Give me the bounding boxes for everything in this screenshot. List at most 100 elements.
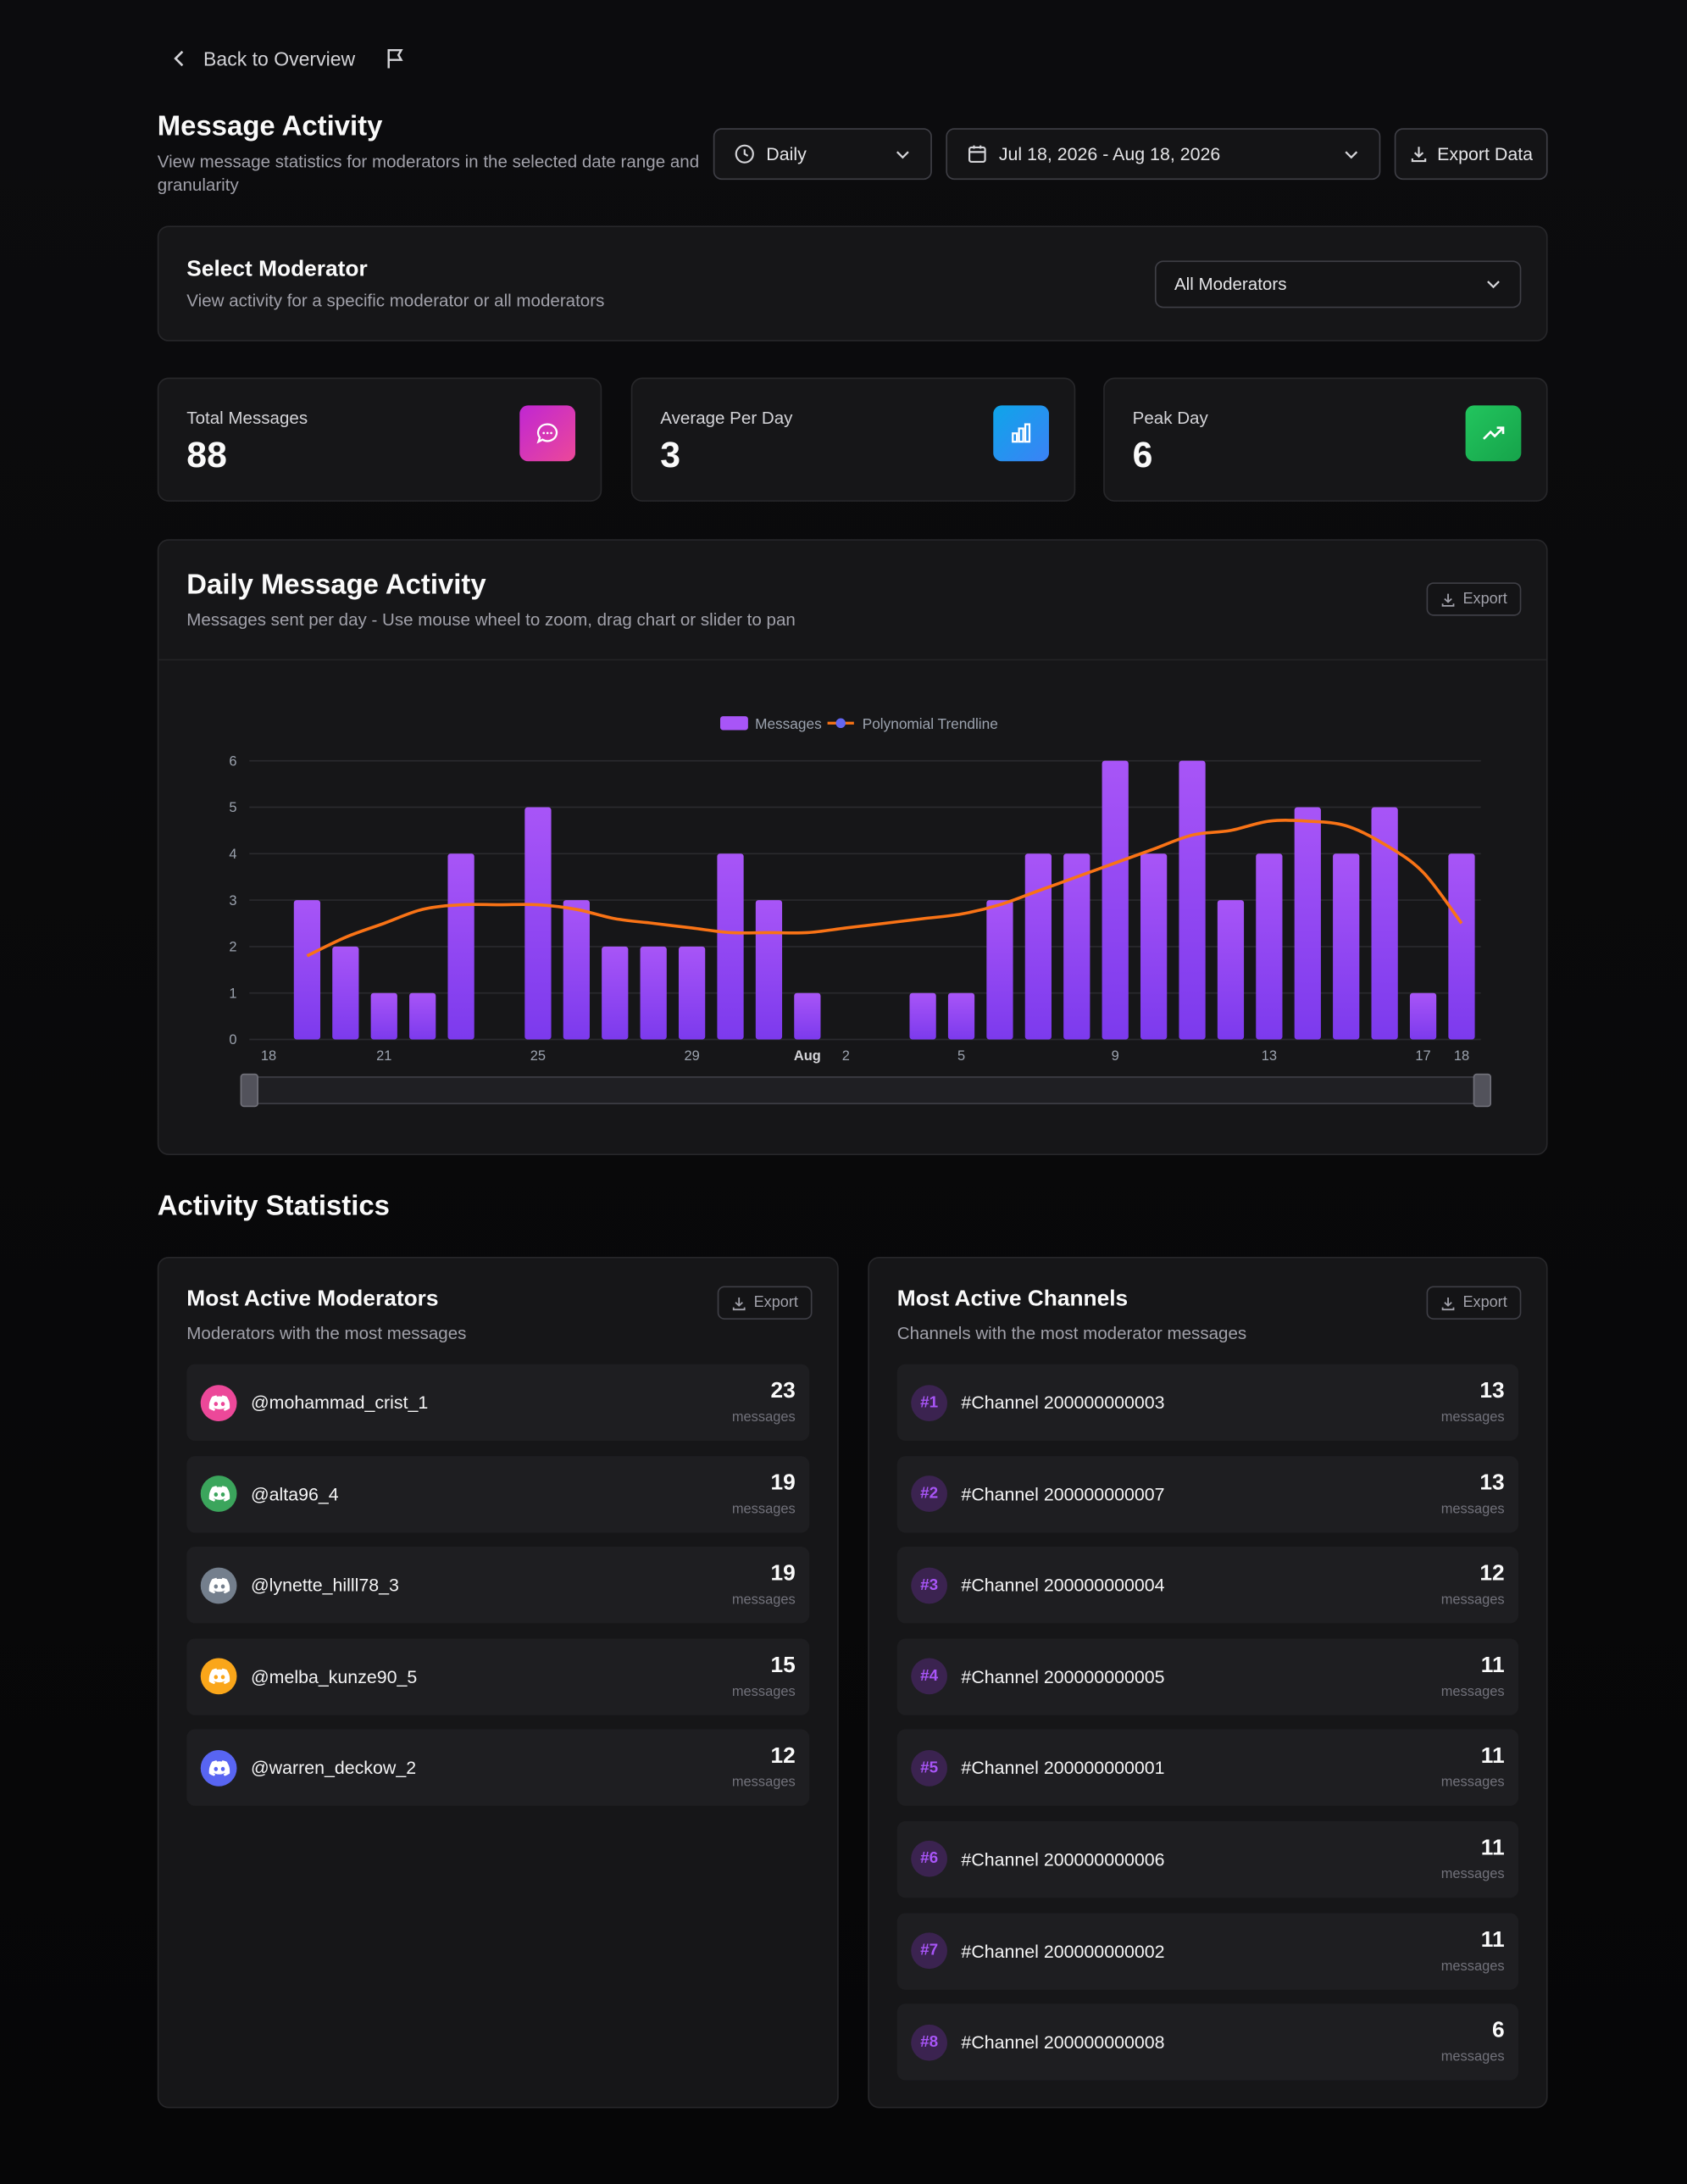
stat-card: Average Per Day 3 [630, 377, 1076, 502]
avatar [200, 1567, 237, 1603]
rank-badge: #2 [911, 1475, 947, 1513]
list-row: #1 #Channel 200000000003 13 messages [896, 1364, 1519, 1441]
y-tick-label: 6 [229, 753, 236, 769]
row-name: @melba_kunze90_5 [250, 1665, 418, 1687]
stat-label: Average Per Day [660, 408, 793, 428]
clock-icon [735, 144, 754, 164]
bar [1024, 853, 1052, 1040]
legend-swatch [835, 718, 846, 729]
chevron-down [1345, 150, 1358, 158]
bar [1140, 853, 1168, 1040]
legend-swatch [719, 716, 748, 731]
rank-badge: #8 [911, 2024, 947, 2061]
channels-card: Most Active Channels Channels with the mo… [868, 1256, 1548, 2109]
zoom-slider[interactable] [240, 1076, 1492, 1104]
row-unit: messages [1440, 1501, 1505, 1517]
avatar [200, 1749, 237, 1787]
moderator-dropdown-value: All Moderators [1174, 274, 1287, 294]
x-tick-label: 29 [684, 1048, 699, 1064]
bar [1217, 900, 1245, 1040]
row-unit: messages [1440, 1684, 1505, 1700]
moderator-select-subtitle: View activity for a specific moderator o… [186, 291, 605, 311]
bar [1102, 760, 1129, 1040]
legend-label: Polynomial Trendline [863, 715, 998, 732]
list: #1 #Channel 200000000003 13 messages #2 #Chan… [896, 1364, 1519, 2096]
bar [1448, 853, 1475, 1040]
y-tick-label: 1 [229, 986, 236, 1001]
row-name: #Channel 200000000008 [961, 2031, 1165, 2053]
chart-export-button[interactable]: Export [1426, 582, 1522, 616]
bar [909, 992, 936, 1040]
row-unit: messages [731, 1592, 796, 1609]
list-row: @lynette_hilll78_3 19 messages [186, 1547, 810, 1624]
row-name: @lynette_hilll78_3 [250, 1575, 399, 1596]
stat-value: 88 [186, 433, 227, 475]
bar [409, 992, 436, 1040]
flag-icon[interactable] [385, 47, 407, 69]
back-link[interactable]: Back to Overview [170, 47, 355, 69]
list-row: @melba_kunze90_5 15 messages [186, 1638, 810, 1715]
bar [717, 853, 744, 1040]
row-count: 19 [770, 1562, 796, 1587]
y-tick-label: 3 [229, 893, 236, 909]
bar [1333, 853, 1360, 1040]
granularity-value: Daily [766, 143, 807, 165]
avatar [200, 1384, 237, 1421]
download-icon [1441, 592, 1455, 606]
row-unit: messages [1440, 1409, 1505, 1425]
row-unit: messages [731, 1501, 796, 1517]
slider-handle[interactable] [240, 1073, 258, 1108]
x-tick-label: 9 [1112, 1048, 1119, 1064]
bar [678, 946, 706, 1040]
bar [370, 992, 397, 1040]
date-range-picker[interactable]: Jul 18, 2026 - Aug 18, 2026 [946, 128, 1381, 181]
row-count: 12 [770, 1745, 796, 1769]
slider-handle[interactable] [1473, 1073, 1492, 1108]
row-name: #Channel 200000000007 [961, 1483, 1165, 1504]
export-button[interactable]: Export [717, 1286, 813, 1320]
list-row: @warren_deckow_2 12 messages [186, 1729, 810, 1807]
bar [1256, 853, 1283, 1040]
row-count: 11 [1480, 1653, 1505, 1678]
row-count: 15 [770, 1653, 796, 1678]
list-row: #6 #Channel 200000000006 11 messages [896, 1820, 1519, 1898]
list-row: @mohammad_crist_1 23 messages [186, 1364, 810, 1441]
moderator-select-title: Select Moderator [186, 258, 368, 282]
granularity-select[interactable]: Daily [713, 128, 932, 181]
x-tick-label: 21 [376, 1048, 391, 1064]
row-name: #Channel 200000000002 [961, 1940, 1165, 1962]
x-tick-label: 2 [842, 1048, 850, 1064]
list-row: #3 #Channel 200000000004 12 messages [896, 1547, 1519, 1624]
x-tick-label: 5 [957, 1048, 965, 1064]
date-range-value: Jul 18, 2026 - Aug 18, 2026 [998, 143, 1221, 165]
export-data-text: Export Data [1437, 143, 1534, 165]
row-name: @alta96_4 [250, 1483, 339, 1504]
y-tick-label: 0 [229, 1032, 236, 1048]
calendar-icon [968, 145, 986, 164]
row-count: 12 [1479, 1562, 1505, 1587]
export-data-button[interactable]: Export Data [1394, 128, 1548, 181]
stat-card: Total Messages 88 [157, 377, 602, 502]
bar [1409, 992, 1437, 1040]
trendline [306, 819, 1463, 958]
row-count: 23 [770, 1379, 796, 1403]
x-tick-label: 18 [261, 1048, 276, 1064]
row-count: 11 [1480, 1745, 1505, 1769]
x-tick-label: 18 [1454, 1048, 1469, 1064]
section-title: Activity Statistics [157, 1191, 390, 1222]
row-count: 6 [1491, 2019, 1505, 2043]
bar [447, 853, 474, 1040]
row-count: 13 [1479, 1470, 1505, 1495]
stat-value: 6 [1132, 433, 1153, 475]
moderator-select-card: Select Moderator View activity for a spe… [157, 225, 1548, 342]
moderator-dropdown[interactable]: All Moderators [1154, 260, 1522, 308]
card-subtitle: Channels with the most moderator message… [896, 1323, 1247, 1343]
list-row: #8 #Channel 200000000008 6 messages [896, 2003, 1519, 2081]
export-button[interactable]: Export [1426, 1286, 1522, 1320]
y-tick-label: 5 [229, 800, 236, 815]
list-row: #2 #Channel 200000000007 13 messages [896, 1455, 1519, 1532]
x-tick-label: Aug [794, 1048, 821, 1064]
